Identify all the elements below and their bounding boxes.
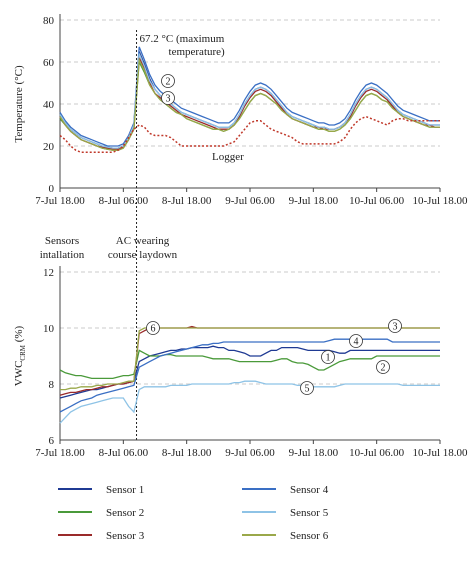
legend-label: Sensor 5 <box>290 507 329 519</box>
vwc-marker-circle <box>388 319 402 333</box>
temp-ytick-label: 40 <box>43 99 55 111</box>
vwc-marker-label: 6 <box>151 324 156 335</box>
vwc-ylabel-sub: CRM <box>19 344 27 360</box>
vwc-marker-label: 1 <box>326 353 331 364</box>
temp-series-sensor-4 <box>59 46 440 147</box>
event2-label-line1: AC wearing <box>116 235 170 247</box>
temp-xtick-label: 10-Jul 06.00 <box>349 195 405 207</box>
temp-xtick-label: 8-Jul 06.00 <box>99 195 149 207</box>
vwc-marker-label: 3 <box>393 322 398 333</box>
temp-ylabel: Temperature (°C) <box>13 65 25 143</box>
max-temp-label-line1: 67.2 °C (maximum <box>140 33 225 45</box>
event1-label-line2: intallation <box>40 249 85 261</box>
temp-series-sensor-2 <box>59 59 440 151</box>
temp-xtick-label: 7-Jul 18.00 <box>35 195 85 207</box>
vwc-xtick-label: 9-Jul 18.00 <box>289 447 339 459</box>
temp-marker-label: 2 <box>166 77 171 88</box>
temp-series-sensor-6 <box>59 57 440 151</box>
vwc-xtick-label: 9-Jul 06.00 <box>225 447 275 459</box>
vwc-marker-label: 4 <box>354 337 359 348</box>
max-temp-label-line2: temperature) <box>169 46 226 58</box>
vwc-ylabel: VWCCRM (%) <box>13 325 27 386</box>
vwc-marker-circle <box>300 381 314 395</box>
vwc-series-sensor-6 <box>60 327 440 391</box>
legend-label: Sensor 4 <box>290 484 329 496</box>
vwc-marker-circle <box>376 360 390 374</box>
vwc-xtick-label: 8-Jul 06.00 <box>99 447 149 459</box>
temp-xtick-label: 9-Jul 18.00 <box>289 195 339 207</box>
temp-ytick-label: 80 <box>43 15 55 27</box>
vwc-marker-label: 5 <box>305 384 310 395</box>
temp-ytick-label: 0 <box>49 183 55 195</box>
vwc-marker-label: 2 <box>381 363 386 374</box>
temp-ytick-label: 60 <box>43 57 55 69</box>
temp-marker-label: 3 <box>166 94 171 105</box>
temp-marker-circle <box>161 91 175 105</box>
vwc-xtick-label: 10-Jul 06.00 <box>349 447 405 459</box>
vwc-series-sensor-4 <box>59 338 440 413</box>
vwc-series-sensor-2 <box>59 349 440 380</box>
event2-label-line2: course laydown <box>108 249 178 261</box>
vwc-ytick-label: 8 <box>49 379 55 391</box>
vwc-xtick-label: 8-Jul 18.00 <box>162 447 212 459</box>
temp-xtick-label: 10-Jul 18.00 <box>413 195 469 207</box>
temp-series-sensor-5 <box>59 53 440 149</box>
temp-ytick-label: 20 <box>43 141 55 153</box>
vwc-ylabel-unit: (%) <box>13 325 25 345</box>
temp-series-logger <box>59 115 440 154</box>
vwc-xtick-label: 10-Jul 18.00 <box>413 447 469 459</box>
legend-label: Sensor 6 <box>290 530 329 542</box>
legend-label: Sensor 1 <box>106 484 144 496</box>
vwc-ytick-label: 6 <box>49 435 55 447</box>
logger-label: Logger <box>212 151 244 163</box>
vwc-marker-circle <box>321 350 335 364</box>
temp-xtick-label: 8-Jul 18.00 <box>162 195 212 207</box>
vwc-series-sensor-5 <box>59 380 440 424</box>
vwc-marker-circle <box>349 334 363 348</box>
event1-label-line1: Sensors <box>45 235 79 247</box>
legend-label: Sensor 3 <box>106 530 145 542</box>
temp-xtick-label: 9-Jul 06.00 <box>225 195 275 207</box>
temp-marker-circle <box>161 74 175 88</box>
vwc-ylabel-main: VWC <box>13 361 25 387</box>
vwc-xtick-label: 7-Jul 18.00 <box>35 447 85 459</box>
vwc-marker-circle <box>146 321 160 335</box>
legend-label: Sensor 2 <box>106 507 144 519</box>
vwc-ytick-label: 10 <box>43 323 55 335</box>
temp-series-sensor-3 <box>59 55 440 150</box>
vwc-ytick-label: 12 <box>43 267 54 279</box>
